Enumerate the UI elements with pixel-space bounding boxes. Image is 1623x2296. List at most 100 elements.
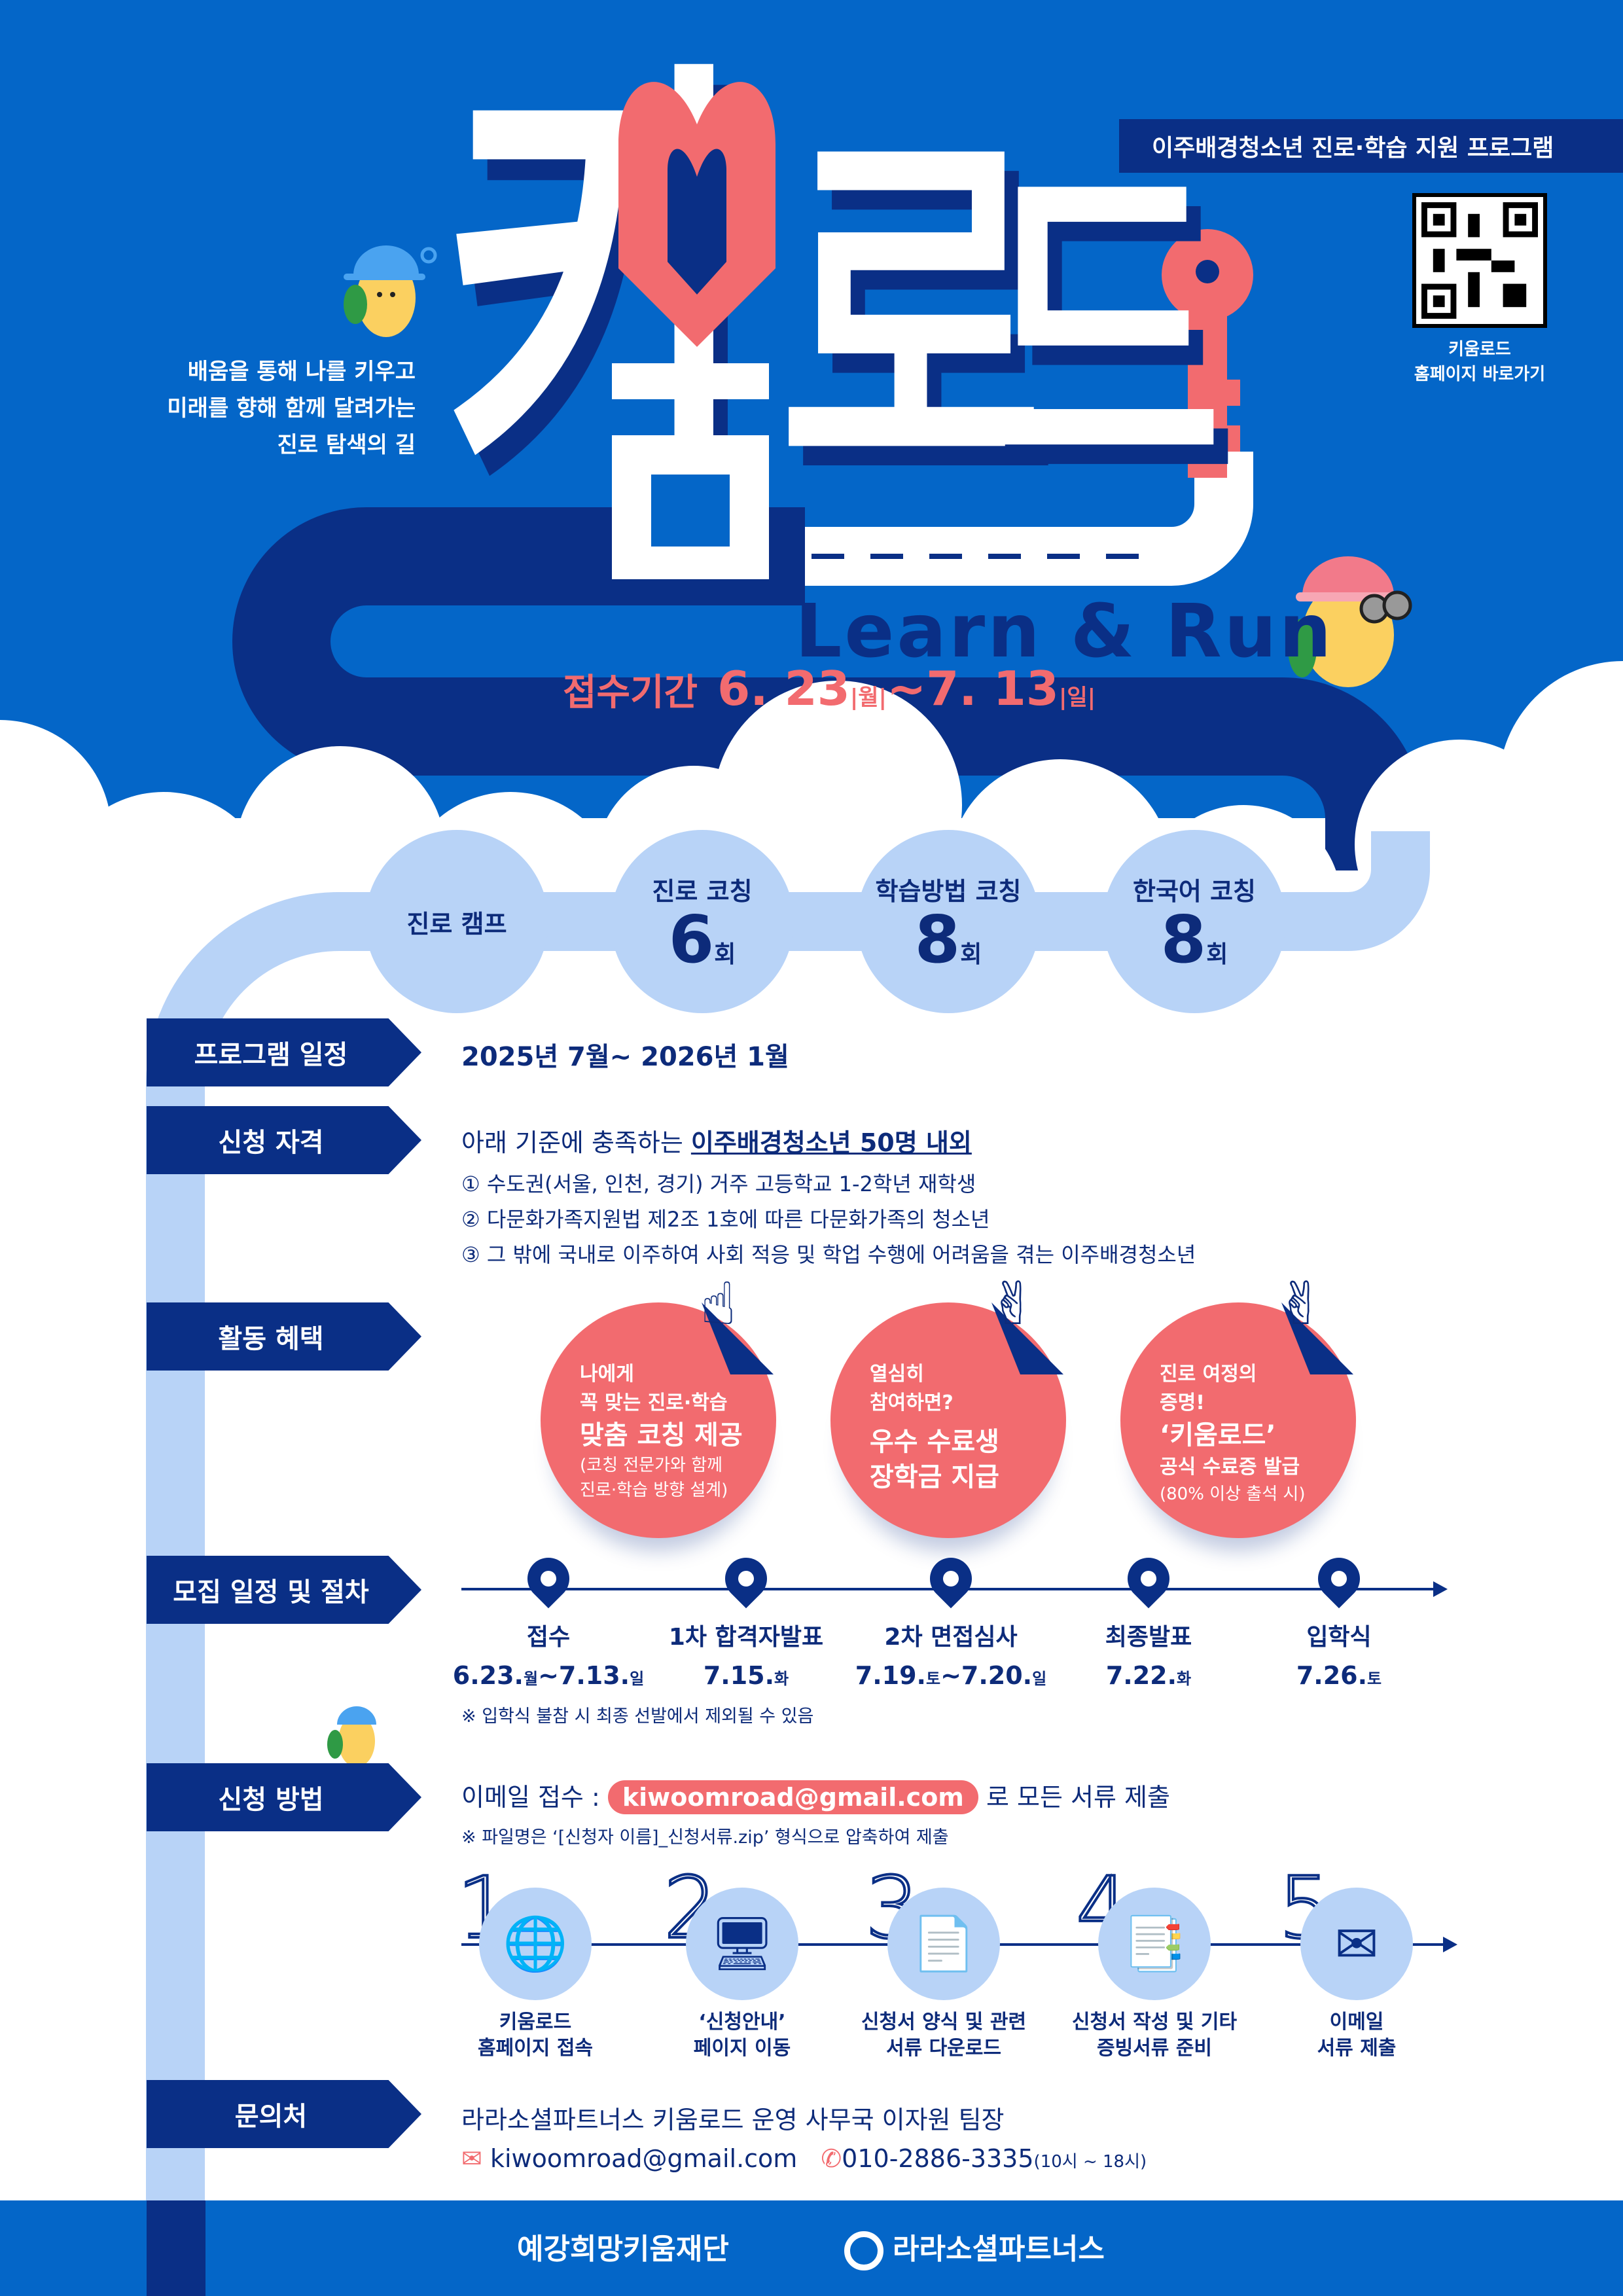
- pointing-hand-icon: ☝: [700, 1270, 736, 1338]
- program-count: 6: [668, 901, 715, 978]
- section-label-apply: 신청 방법: [147, 1763, 421, 1831]
- qr-pattern-icon: [1421, 202, 1538, 319]
- period-sep: ~: [886, 661, 927, 716]
- timeline-step-title: 1차 합격자발표: [668, 1624, 824, 1651]
- logo-char-3: 로: [779, 92, 1044, 545]
- contact-email[interactable]: kiwoomroad@gmail.com: [490, 2144, 798, 2173]
- timeline-step-date: 7.15.화: [703, 1661, 789, 1690]
- tagline-line: 배움을 통해 나를 키우고: [187, 359, 416, 385]
- section-label-schedule: 프로그램 일정: [147, 1018, 421, 1086]
- slogan: Learn & Run: [795, 589, 1334, 674]
- document-download-icon: 📄: [911, 1913, 976, 1974]
- application-period: 접수기간 6. 23|월|~7. 13|일|: [563, 661, 1096, 716]
- program-count: 8: [914, 901, 961, 978]
- monitor-icon: 🖥: [709, 1913, 776, 1974]
- eligibility-item: ③ 그 밖에 국내로 이주하여 사회 적응 및 학업 수행에 어려움을 겪는 이…: [461, 1242, 1196, 1267]
- benefit-large: 맞춤 코칭 제공: [580, 1420, 743, 1450]
- program-unit: 회: [714, 941, 736, 968]
- timeline-step-date: 7.19.토~7.20.일: [855, 1661, 1047, 1690]
- apply-line: 이메일 접수 : kiwoomroad@gmail.com 로 모든 서류 제출: [461, 1777, 1170, 1814]
- eligibility-item: ② 다문화가족지원법 제2조 1호에 따른 다문화가족의 청소년: [461, 1207, 990, 1232]
- timeline-step: 입학식 7.26.토: [1234, 1618, 1444, 1690]
- timeline-step-title: 접수: [526, 1624, 571, 1651]
- program-title: 진로 캠프: [406, 909, 507, 939]
- logo-yegang-foundation: 예강희망키움재단: [517, 2233, 729, 2266]
- benefit-small: 꼭 맞는 진로·학습: [580, 1391, 728, 1414]
- period-label: 접수기간: [563, 672, 698, 714]
- timeline-step-date: 7.22.화: [1105, 1661, 1192, 1690]
- program-unit: 회: [960, 941, 982, 968]
- benefit-large: 우수 수료생: [870, 1427, 999, 1457]
- eligibility-intro: 아래 기준에 충족하는 이주배경청소년 50명 내외: [461, 1122, 972, 1158]
- contact-org: 라라소셜파트너스 키움로드 운영 사무국 이자원 팀장: [461, 2106, 1005, 2134]
- contact-line: ✉ kiwoomroad@gmail.com ✆010-2886-3335(10시…: [461, 2144, 1147, 2173]
- tagline: 배움을 통해 나를 키우고 미래를 향해 함께 달려가는 진로 탐색의 길: [118, 353, 416, 463]
- step-label: ‘신청안내’ 페이지 이동: [693, 2011, 791, 2060]
- apply-email-link[interactable]: kiwoomroad@gmail.com: [607, 1780, 978, 1814]
- qr-label: 키움로드 홈페이지 바로가기: [1374, 337, 1585, 387]
- steps-arrow-icon: [1443, 1937, 1457, 1952]
- timeline-arrow-icon: [1433, 1581, 1448, 1597]
- eligibility-highlight: 이주배경청소년 50명 내외: [690, 1128, 972, 1157]
- tagline-line: 미래를 향해 함께 달려가는: [167, 395, 416, 422]
- step-label: 이메일 서류 제출: [1317, 2011, 1397, 2060]
- benefit-note: (코칭 전문가와 함께: [580, 1456, 723, 1475]
- timeline-step-date: 6.23.월~7.13.일: [452, 1661, 645, 1690]
- section-label-benefits: 활동 혜택: [147, 1302, 421, 1371]
- benefit-note: 진로·학습 방향 설계): [580, 1480, 728, 1500]
- step-circle: 📑: [1098, 1888, 1211, 2000]
- benefit-small: 참여하면?: [870, 1391, 954, 1414]
- lala-logo-text: 라라소셜파트너스: [893, 2233, 1105, 2266]
- section-label-contact: 문의처: [147, 2080, 421, 2148]
- apply-note: ※ 파일명은 ‘[신청자 이름]_신청서류.zip’ 형식으로 압축하여 제출: [461, 1827, 949, 1848]
- recruit-note: ※ 입학식 불참 시 최종 선발에서 제외될 수 있음: [461, 1706, 814, 1727]
- step-circle: ✉: [1300, 1888, 1413, 2000]
- schedule-value: 2025년 7월~ 2026년 1월: [461, 1042, 789, 1072]
- period-start-day: |월|: [849, 685, 887, 711]
- period-end: 7. 13: [926, 661, 1059, 716]
- section-label-eligibility: 신청 자격: [147, 1106, 421, 1174]
- mascot-walking-icon: [327, 1706, 376, 1767]
- logo-char-2-shape: [612, 363, 769, 579]
- step-circle: 📄: [887, 1888, 1000, 2000]
- step-label: 키움로드 홈페이지 접속: [477, 2011, 594, 2060]
- footer: [0, 2200, 1623, 2296]
- qr-code[interactable]: [1412, 193, 1547, 328]
- benefit-large: 장학금 지급: [870, 1462, 999, 1492]
- benefit-small: 열심히: [870, 1363, 924, 1386]
- lala-logo-icon: [844, 2231, 883, 2270]
- step-circle: 🖥: [686, 1888, 798, 2000]
- program-study-coaching: 학습방법 코칭 8회: [857, 830, 1040, 1013]
- program-career-coaching: 진로 코칭 6회: [611, 830, 794, 1013]
- email-envelope-icon: ✉: [1334, 1913, 1379, 1975]
- timeline-step-date: 7.26.토: [1296, 1661, 1382, 1690]
- road-footer-segment: [147, 2200, 205, 2296]
- benefit-small: 나에게: [580, 1363, 634, 1386]
- documents-icon: 📑: [1122, 1913, 1187, 1974]
- mail-icon: ✉: [461, 2144, 482, 2173]
- step-label: 신청서 작성 및 기타 증빙서류 준비: [1071, 2011, 1238, 2060]
- period-start: 6. 23: [717, 661, 850, 716]
- contact-phone[interactable]: 010-2886-3335: [842, 2144, 1034, 2173]
- logo-char-4: 드: [982, 128, 1222, 539]
- program-career-camp: 진로 캠프: [365, 830, 548, 1013]
- eligibility-intro-text: 아래 기준에 충족하는: [461, 1128, 691, 1157]
- program-subtitle-banner: 이주배경청소년 진로·학습 지원 프로그램: [1119, 119, 1623, 173]
- mascot-key-icon: [344, 245, 437, 337]
- victory-hand-icon: ✌: [988, 1270, 1038, 1338]
- timeline-step: 2차 면접심사 7.19.토~7.20.일: [846, 1618, 1056, 1690]
- timeline-step-title: 입학식: [1306, 1624, 1372, 1651]
- contact-hours: (10시 ~ 18시): [1033, 2152, 1147, 2172]
- period-end-day: |일|: [1058, 685, 1096, 711]
- program-title: 진로 코칭: [652, 876, 753, 906]
- www-cursor-icon: 🌐: [503, 1913, 568, 1974]
- timeline-step-title: 2차 면접심사: [884, 1624, 1018, 1651]
- benefit-large: ‘키움로드’: [1160, 1420, 1276, 1450]
- benefit-note: 공식 수료증 발급: [1160, 1456, 1300, 1479]
- three-fingers-hand-icon: ✌: [1276, 1270, 1326, 1338]
- phone-icon: ✆: [821, 2144, 842, 2173]
- apply-prefix: 이메일 접수 :: [461, 1783, 608, 1812]
- benefit-small: 증명!: [1160, 1391, 1205, 1414]
- eligibility-item: ① 수도권(서울, 인천, 경기) 거주 고등학교 1-2학년 재학생: [461, 1172, 976, 1196]
- timeline-step: 최종발표 7.22.화: [1044, 1618, 1253, 1690]
